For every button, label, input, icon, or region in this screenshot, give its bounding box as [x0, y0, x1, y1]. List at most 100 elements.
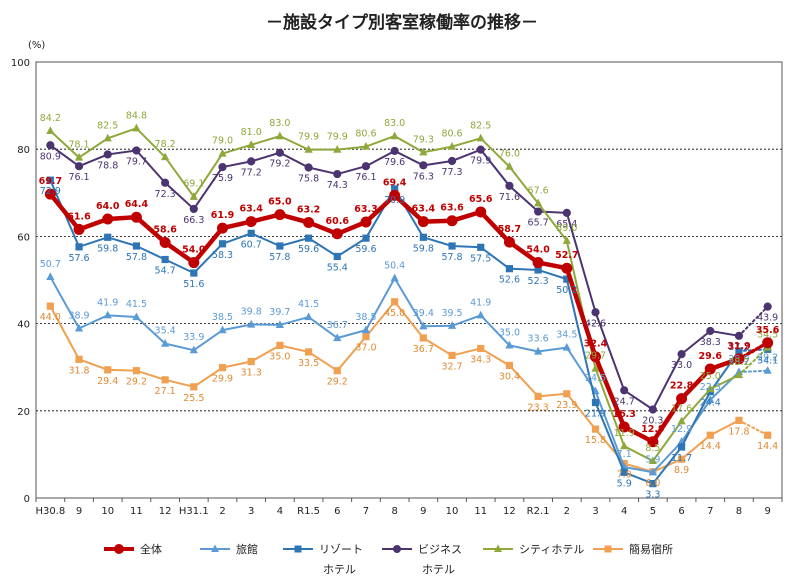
data-point-resort: [735, 347, 743, 355]
data-label-resort: 59.8: [413, 243, 434, 254]
data-label-all: 63.6: [440, 203, 464, 214]
data-label-simple: 35.0: [269, 351, 290, 362]
data-label-resort: 58.3: [212, 250, 233, 261]
data-point-business: [161, 178, 170, 187]
data-label-ryokan: 41.9: [470, 297, 491, 308]
data-point-business: [103, 150, 112, 159]
data-label-all: 64.4: [125, 199, 149, 210]
data-point-all: [532, 257, 544, 269]
x-tick-label: H30.8: [35, 506, 65, 517]
data-label-city: 25.0: [700, 371, 721, 382]
data-point-city: [74, 152, 84, 161]
series-city: [46, 123, 772, 465]
data-label-simple: 29.4: [97, 376, 118, 387]
data-label-business: 76.1: [68, 172, 89, 183]
data-point-city: [648, 456, 657, 465]
data-point-simple: [391, 298, 399, 306]
data-point-all: [561, 262, 573, 274]
data-point-resort: [563, 275, 571, 283]
data-label-city: 79.3: [413, 134, 434, 145]
legend-label: 旅館: [236, 542, 258, 556]
data-label-resort: 57.5: [470, 253, 491, 264]
data-label-city: 84.8: [126, 110, 147, 121]
data-label-resort: 55.4: [327, 262, 348, 273]
data-label-business: 65.7: [528, 218, 549, 229]
data-point-resort: [247, 229, 255, 237]
data-point-business: [706, 326, 715, 336]
data-label-ryokan: 38.5: [212, 312, 233, 323]
data-point-business: [275, 148, 284, 157]
data-point-business: [648, 405, 657, 414]
data-label-all: 69.4: [383, 177, 407, 188]
data-point-ryokan: [361, 325, 371, 334]
data-label-ryokan: 50.7: [40, 259, 61, 270]
y-tick-label: 100: [11, 58, 30, 69]
data-point-business: [74, 162, 84, 171]
data-point-simple: [604, 545, 612, 553]
data-point-all: [475, 206, 487, 218]
data-label-resort: 70.9: [384, 195, 405, 206]
data-label-ryokan: 39.7: [269, 307, 290, 318]
data-label-all: 35.6: [756, 325, 780, 336]
data-point-business: [562, 208, 571, 217]
legend-item-all: 全体: [104, 542, 162, 556]
data-point-resort: [419, 233, 427, 241]
data-label-all: 61.6: [67, 211, 91, 222]
data-point-simple: [304, 348, 313, 356]
data-point-simple: [190, 383, 198, 391]
x-tick-label: 2: [564, 506, 570, 517]
data-point-simple: [477, 344, 485, 353]
data-point-business: [247, 157, 256, 166]
y-tick-label: 60: [17, 232, 30, 243]
data-label-resort: 57.8: [269, 252, 290, 263]
data-point-simple: [706, 431, 714, 439]
data-point-ryokan: [648, 467, 657, 476]
data-point-all: [503, 236, 515, 248]
legend-label: シティホテル: [519, 543, 584, 556]
data-label-business: 79.7: [126, 157, 147, 168]
data-label-city: 59.0: [556, 223, 577, 234]
y-tick-label: 40: [17, 320, 30, 331]
data-label-simple: 27.1: [155, 386, 176, 397]
data-point-simple: [419, 334, 427, 342]
x-tick-label: 8: [391, 506, 397, 517]
data-point-simple: [591, 425, 600, 433]
series-resort: [46, 176, 772, 488]
series-line-ryokan: [49, 276, 740, 474]
data-point-business: [620, 386, 629, 395]
data-labels: 44.0 31.8 29.4 29.2 27.1 25.5 29.9 31.3 35.0 33.5…: [39, 110, 780, 500]
data-label-city: 83.0: [269, 118, 290, 129]
data-label-all: 58.6: [153, 225, 177, 236]
data-label-simple: 14.4: [700, 441, 721, 452]
x-tick-label: 10: [101, 506, 114, 517]
data-label-resort: 33.7: [728, 357, 749, 368]
data-label-simple: 29.2: [327, 377, 348, 388]
series-lines: [44, 123, 774, 488]
data-point-simple: [534, 392, 542, 401]
data-point-simple: [161, 376, 169, 384]
data-point-ryokan: [161, 339, 170, 347]
x-tick-label: 3: [592, 506, 598, 517]
data-label-resort: 11.7: [671, 453, 692, 464]
data-point-resort: [591, 398, 600, 407]
data-point-business: [476, 145, 485, 154]
data-label-simple: 33.5: [298, 358, 319, 369]
y-axis-unit: (%): [28, 40, 45, 51]
data-label-city: 78.1: [68, 139, 89, 150]
data-label-business: 72.3: [155, 189, 176, 200]
legend-label-line2: ホテル: [422, 563, 455, 576]
data-label-simple: 23.3: [528, 402, 549, 413]
data-label-business: 77.2: [241, 167, 262, 178]
data-label-simple: 30.4: [499, 371, 520, 382]
x-tick-label: 4: [277, 506, 283, 517]
data-point-ryokan: [390, 273, 399, 282]
data-point-city: [189, 192, 198, 200]
data-label-resort: 5.9: [617, 478, 632, 489]
data-point-ryokan: [218, 325, 227, 334]
data-label-business: 66.3: [183, 215, 204, 226]
data-label-business: 76.1: [355, 172, 376, 183]
data-label-all: 64.0: [96, 201, 120, 212]
data-point-resort: [161, 255, 169, 264]
data-point-business: [505, 181, 514, 190]
